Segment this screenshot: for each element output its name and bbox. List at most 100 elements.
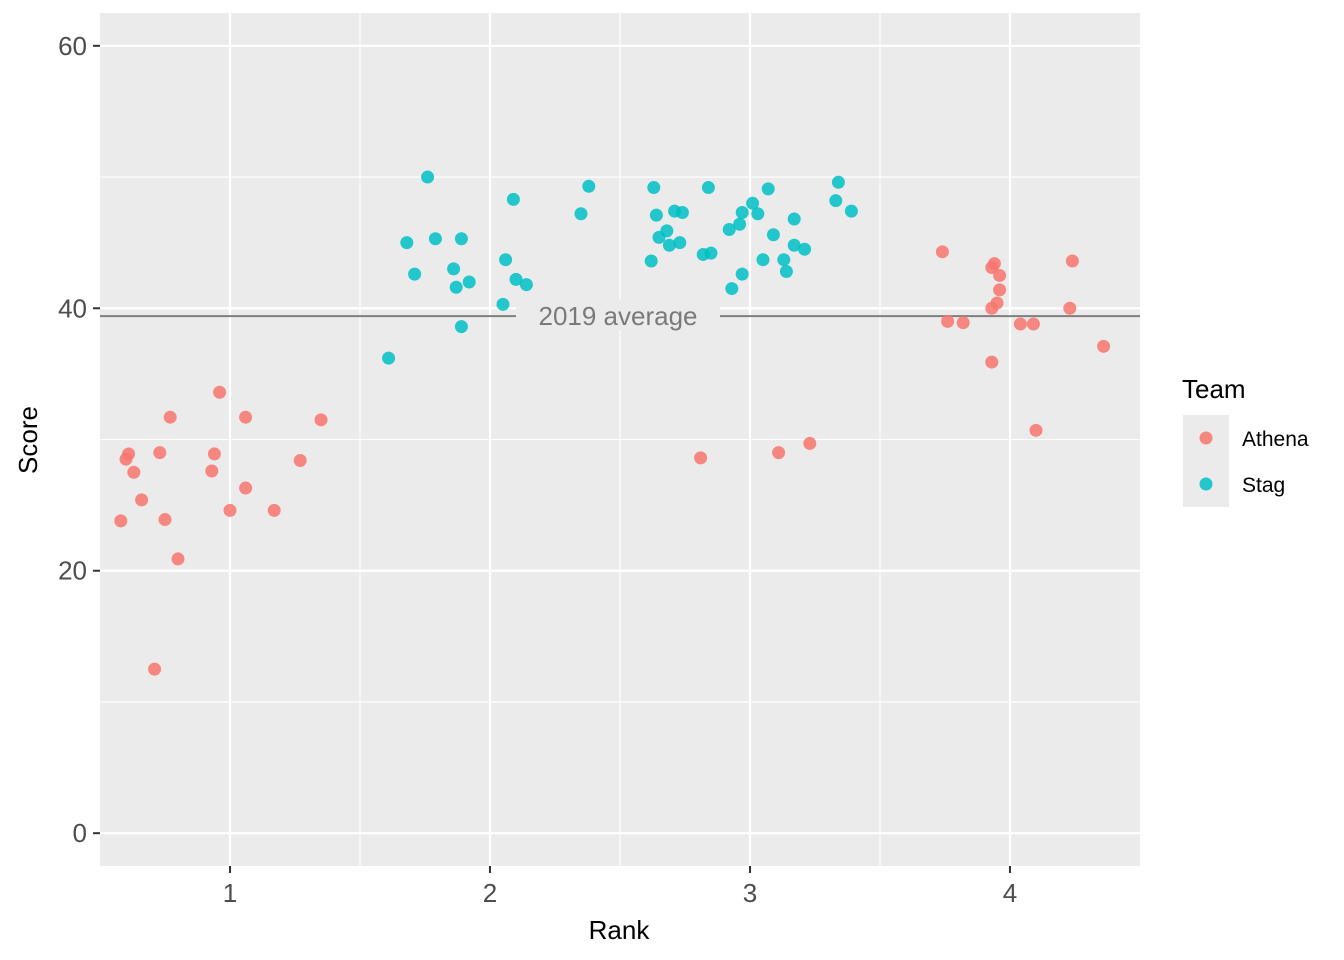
data-point-athena [1029,423,1043,437]
reference-label-background [516,300,720,331]
data-point-stag [462,275,476,289]
x-tick-label: 4 [1003,878,1017,908]
data-point-stag [673,236,687,250]
x-tick-label: 2 [483,878,497,908]
data-point-athena [171,552,185,566]
data-point-stag [400,236,414,250]
data-point-athena [205,464,219,478]
data-point-stag [506,192,520,206]
data-point-athena [1097,339,1111,353]
data-point-athena [1065,254,1079,268]
data-point-stag [777,253,791,267]
data-point-stag [519,278,533,292]
legend-title: Team [1182,374,1246,404]
data-point-athena [239,410,253,424]
data-point-athena [314,413,328,427]
data-point-stag [844,204,858,218]
x-tick-label: 1 [223,878,237,908]
data-point-stag [761,182,775,196]
data-point-athena [207,447,221,461]
data-point-athena [803,436,817,450]
data-point-athena [694,451,708,465]
y-tick-label: 20 [58,556,87,586]
data-point-stag [704,246,718,260]
data-point-stag [647,181,661,195]
legend-key-stag [1199,477,1213,491]
data-point-stag [509,272,523,286]
legend-label-stag: Stag [1242,474,1285,497]
data-point-stag [574,207,588,221]
data-point-athena [1063,301,1077,315]
data-point-stag [449,280,463,294]
data-point-stag [787,212,801,226]
data-point-stag [675,205,689,219]
data-point-stag [421,170,435,184]
data-point-athena [158,513,172,527]
data-point-stag [722,223,736,237]
data-point-athena [941,314,955,328]
data-point-stag [798,242,812,256]
data-point-athena [213,385,227,399]
data-point-athena [990,296,1004,310]
grid-minor-lines [100,13,1140,866]
legend-label-athena: Athena [1242,428,1309,451]
reference-line-group: 2019 average [100,300,1140,331]
data-point-stag [454,232,468,246]
data-point-athena [1026,317,1040,331]
data-point-stag [499,253,513,267]
data-point-stag [751,207,765,221]
data-point-stag [582,179,596,193]
data-point-athena [267,503,281,517]
data-point-stag [649,208,663,222]
data-point-stag [766,228,780,242]
data-point-athena [935,245,949,259]
data-point-stag [447,262,461,276]
data-point-stag [496,297,510,311]
data-point-stag [733,217,747,231]
legend: Team Athena Stag [1182,374,1309,507]
data-point-athena [153,446,167,460]
data-point-stag [408,267,422,281]
x-axis-title: Rank [589,915,651,945]
data-point-stag [428,232,442,246]
legend-key-athena [1199,431,1213,445]
data-point-stag [454,320,468,334]
data-point-athena [293,453,307,467]
x-tick-label: 3 [743,878,757,908]
data-point-athena [223,503,237,517]
y-tick-label: 60 [58,31,87,61]
reference-line-label: 2019 average [538,301,697,331]
data-point-stag [746,196,760,210]
data-point-athena [239,481,253,495]
data-point-athena [1013,317,1027,331]
data-point-athena [135,493,149,507]
data-point-stag [779,265,793,279]
data-point-stag [701,181,715,195]
grid-major-lines [100,13,1140,866]
y-axis-title: Score [13,406,43,474]
data-point-stag [735,267,749,281]
data-point-stag [735,205,749,219]
data-point-athena [148,662,162,676]
data-point-athena [993,283,1007,297]
data-point-athena [956,316,970,330]
legend-items: Athena Stag [1183,415,1309,507]
data-point-stag [660,224,674,238]
data-point-athena [993,268,1007,282]
data-point-athena [114,514,128,528]
data-point-stag [756,253,770,267]
data-point-athena [987,257,1001,271]
data-points [114,170,1111,676]
data-point-athena [127,465,141,479]
y-tick-label: 0 [73,818,87,848]
data-point-stag [829,194,843,208]
data-point-athena [985,355,999,369]
data-point-athena [122,447,136,461]
data-point-stag [787,238,801,252]
data-point-stag [644,254,658,268]
data-point-stag [725,282,739,296]
data-point-athena [163,410,177,424]
y-tick-label: 40 [58,293,87,323]
